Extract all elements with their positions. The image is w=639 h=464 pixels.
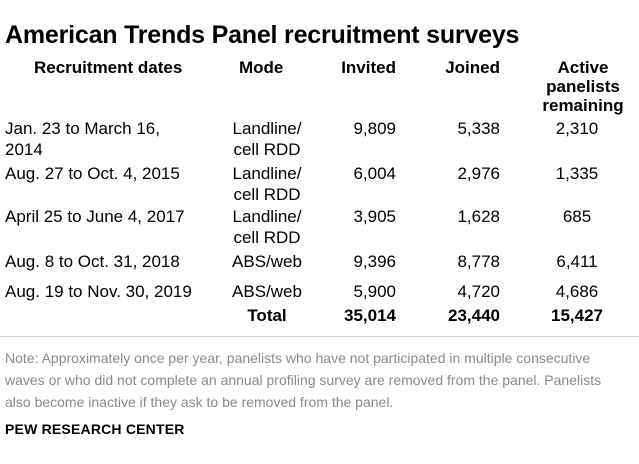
cell-active: 2,310 — [555, 119, 599, 138]
divider — [0, 336, 639, 337]
cell-dates: Aug. 27 to Oct. 4, 2015 — [5, 163, 205, 184]
header-mode: Mode — [239, 58, 284, 77]
header-active-line: Active — [557, 58, 609, 77]
cell-mode: Landline/ cell RDD — [222, 206, 312, 248]
cell-active: 1,335 — [555, 164, 599, 183]
cell-mode-line: ABS/web — [232, 282, 302, 301]
header-active-panelists: Active panelists remaining — [530, 58, 636, 115]
cell-mode-line: cell RDD — [233, 228, 301, 247]
cell-invited: 9,809 — [353, 119, 396, 138]
cell-dates-line: April 25 to June 4, 2017 — [5, 207, 185, 226]
cell-joined: 2,976 — [457, 164, 500, 183]
total-invited: 35,014 — [344, 306, 396, 325]
header-invited: Invited — [341, 58, 396, 77]
cell-mode-line: Landline/ — [232, 207, 302, 226]
cell-invited: 9,396 — [353, 252, 396, 271]
cell-dates: Aug. 8 to Oct. 31, 2018 — [5, 251, 205, 272]
page-title: American Trends Panel recruitment survey… — [5, 21, 520, 49]
total-joined: 23,440 — [448, 306, 500, 325]
total-active: 15,427 — [551, 306, 603, 325]
source-credit: PEW RESEARCH CENTER — [5, 421, 185, 437]
cell-mode-line: cell RDD — [233, 185, 301, 204]
cell-dates: Aug. 19 to Nov. 30, 2019 — [5, 281, 205, 302]
header-joined: Joined — [445, 58, 500, 77]
cell-active: 4,686 — [555, 282, 599, 301]
cell-invited: 5,900 — [353, 282, 396, 301]
cell-dates-line: Aug. 27 to Oct. 4, 2015 — [5, 164, 180, 183]
cell-joined: 5,338 — [457, 119, 500, 138]
cell-mode: Landline/ cell RDD — [222, 118, 312, 160]
total-label: Total — [247, 306, 287, 325]
footnote: Note: Approximately once per year, panel… — [5, 350, 602, 410]
header-active-line: panelists — [546, 77, 620, 96]
cell-active: 685 — [562, 207, 592, 226]
cell-dates-line: Jan. 23 to March 16, — [5, 119, 160, 138]
cell-mode: ABS/web — [222, 281, 312, 302]
cell-joined: 1,628 — [457, 207, 500, 226]
cell-invited: 3,905 — [353, 207, 396, 226]
cell-mode: Landline/ cell RDD — [222, 163, 312, 205]
cell-mode-line: Landline/ — [232, 119, 302, 138]
header-recruitment-dates: Recruitment dates — [34, 58, 183, 77]
cell-invited: 6,004 — [353, 164, 396, 183]
cell-mode: ABS/web — [222, 251, 312, 272]
cell-mode-line: ABS/web — [232, 252, 302, 271]
cell-mode-line: Landline/ — [232, 164, 302, 183]
header-active-line: remaining — [542, 96, 624, 115]
cell-active: 6,411 — [556, 252, 598, 271]
cell-dates-line: Aug. 19 to Nov. 30, 2019 — [5, 282, 192, 301]
cell-joined: 4,720 — [457, 282, 500, 301]
cell-dates: April 25 to June 4, 2017 — [5, 206, 205, 227]
cell-mode-line: cell RDD — [233, 140, 301, 159]
cell-dates-line: Aug. 8 to Oct. 31, 2018 — [5, 252, 180, 271]
cell-dates: Jan. 23 to March 16, 2014 — [5, 118, 205, 160]
cell-dates-line: 2014 — [5, 140, 43, 159]
cell-joined: 8,778 — [457, 252, 500, 271]
